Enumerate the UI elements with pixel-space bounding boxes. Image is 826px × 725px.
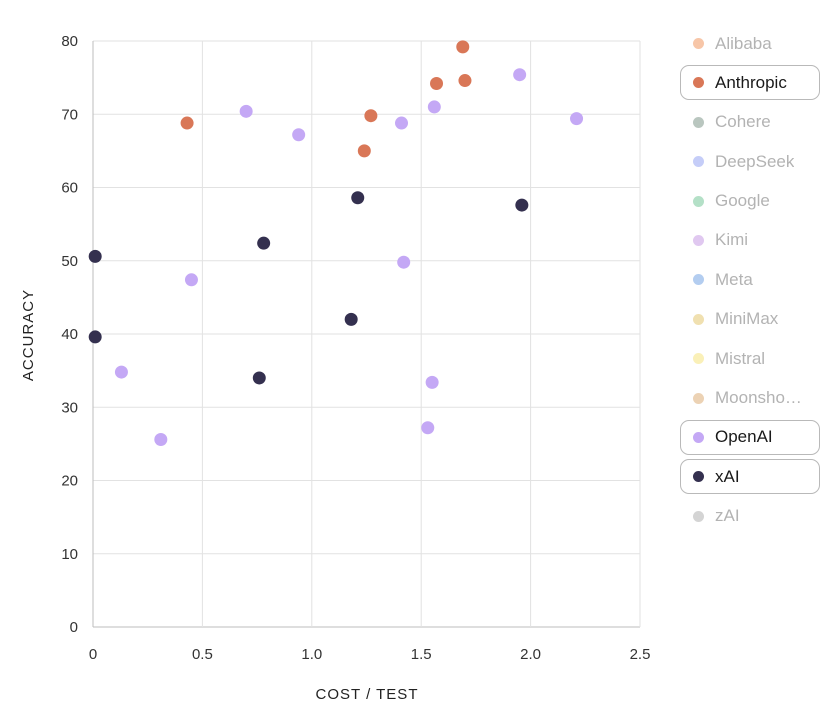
legend-item-cohere[interactable]: Cohere [680, 105, 820, 140]
x-tick-label: 0.5 [192, 646, 213, 663]
y-tick-label: 20 [61, 473, 78, 490]
legend-label: Cohere [715, 112, 771, 132]
legend-item-kimi[interactable]: Kimi [680, 223, 820, 258]
x-axis-title: COST / TEST [316, 686, 419, 703]
y-tick-label: 50 [61, 253, 78, 270]
legend-label: MiniMax [715, 309, 779, 329]
legend-item-meta[interactable]: Meta [680, 262, 820, 297]
legend-dot-icon [693, 274, 704, 286]
legend-label: Moonsho… [715, 388, 802, 408]
legend-dot-icon [693, 156, 704, 168]
y-tick-label: 0 [70, 619, 78, 636]
y-tick-label: 40 [61, 326, 78, 343]
point-openai[interactable] [184, 273, 198, 287]
point-xai[interactable] [88, 249, 102, 263]
legend-dot-icon [693, 38, 704, 49]
point-openai[interactable] [427, 100, 441, 114]
legend-label: Google [715, 191, 770, 211]
legend-label: Mistral [715, 348, 766, 368]
legend-label: OpenAI [715, 427, 773, 447]
legend-dot-icon [693, 431, 704, 443]
y-tick-label: 10 [61, 546, 78, 563]
legend-label: DeepSeek [715, 151, 795, 171]
legend-dot-icon [693, 510, 704, 522]
point-xai[interactable] [351, 191, 365, 205]
legend-item-anthropic[interactable]: Anthropic [680, 65, 820, 101]
y-tick-label: 70 [61, 106, 78, 123]
x-tick-label: 1.5 [411, 646, 432, 663]
legend-item-deepseek[interactable]: DeepSeek [680, 144, 820, 179]
legend-dot-icon [693, 77, 704, 89]
point-openai[interactable] [397, 255, 411, 269]
y-tick-label: 30 [61, 399, 78, 416]
x-tick-label: 2.5 [630, 646, 651, 663]
point-openai[interactable] [114, 365, 128, 379]
legend-item-moonshot-ai[interactable]: Moonsho… [680, 381, 820, 416]
point-openai[interactable] [395, 116, 409, 130]
point-anthropic[interactable] [357, 144, 371, 158]
point-anthropic[interactable] [456, 40, 470, 54]
legend-item-google[interactable]: Google [680, 184, 820, 219]
legend-label: xAI [715, 466, 740, 486]
y-tick-label: 60 [61, 180, 78, 197]
legend-item-xai[interactable]: xAI [680, 459, 820, 495]
legend-dot-icon [693, 392, 704, 404]
legend: Alibaba Anthropic Cohere DeepSeek Google Kimi… [680, 26, 820, 538]
point-openai[interactable] [292, 128, 306, 142]
point-openai[interactable] [154, 432, 168, 446]
point-xai[interactable] [515, 198, 529, 212]
legend-dot-icon [693, 313, 704, 325]
x-axis-ticks: 0 0.5 1.0 1.5 2.0 2.5 [89, 646, 651, 663]
x-tick-label: 0 [89, 646, 97, 663]
data-points [88, 40, 584, 446]
point-anthropic[interactable] [458, 74, 472, 88]
legend-item-mistral[interactable]: Mistral [680, 341, 820, 376]
point-openai[interactable] [570, 112, 584, 126]
legend-label: Alibaba [715, 33, 772, 53]
legend-item-zai[interactable]: zAI [680, 499, 820, 534]
point-xai[interactable] [344, 312, 358, 326]
legend-label: Anthropic [715, 72, 787, 92]
point-xai[interactable] [88, 330, 102, 344]
y-axis-ticks: 0 10 20 30 40 50 60 70 80 [61, 33, 78, 636]
x-tick-label: 2.0 [520, 646, 541, 663]
legend-item-alibaba[interactable]: Alibaba [680, 26, 820, 61]
legend-item-openai[interactable]: OpenAI [680, 419, 820, 455]
legend-dot-icon [693, 116, 704, 128]
legend-label: Kimi [715, 230, 749, 250]
legend-dot-icon [693, 471, 704, 483]
point-xai[interactable] [257, 236, 271, 250]
legend-dot-icon [693, 234, 704, 246]
legend-dot-icon [693, 353, 704, 365]
legend-dot-icon [693, 195, 704, 207]
x-tick-label: 1.0 [301, 646, 322, 663]
point-openai[interactable] [425, 375, 439, 389]
point-openai[interactable] [421, 421, 435, 435]
y-axis-title: ACCURACY [20, 289, 37, 381]
legend-label: Meta [715, 269, 753, 289]
point-anthropic[interactable] [430, 76, 444, 90]
point-anthropic[interactable] [180, 116, 194, 130]
point-openai[interactable] [513, 68, 527, 82]
point-xai[interactable] [252, 371, 266, 385]
legend-label: zAI [715, 506, 740, 526]
point-anthropic[interactable] [364, 109, 378, 123]
grid-lines [92, 40, 641, 628]
point-openai[interactable] [239, 104, 253, 118]
legend-item-minimax[interactable]: MiniMax [680, 302, 820, 337]
y-tick-label: 80 [61, 33, 78, 50]
